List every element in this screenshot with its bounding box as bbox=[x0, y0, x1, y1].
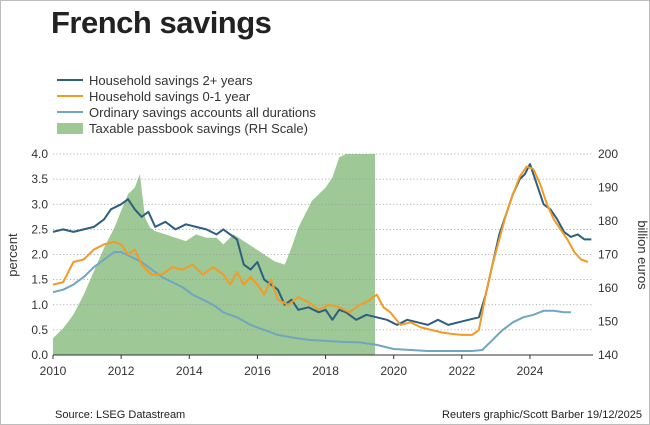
y-left-tick-3: 1.5 bbox=[31, 273, 48, 287]
x-tick-7: 2024 bbox=[517, 364, 544, 378]
legend-label-ordinary: Ordinary savings accounts all durations bbox=[89, 104, 316, 120]
y-right-tick-5: 190 bbox=[598, 181, 618, 195]
x-tick-3: 2016 bbox=[244, 364, 271, 378]
y-left-tick-1: 0.5 bbox=[31, 323, 48, 337]
legend-item-household-0-1: Household savings 0-1 year bbox=[57, 88, 316, 104]
legend-swatch-ordinary bbox=[57, 111, 83, 113]
legend-item-household-2plus: Household savings 2+ years bbox=[57, 72, 316, 88]
y-left-tick-0: 0.0 bbox=[31, 348, 48, 362]
y-left-tick-5: 2.5 bbox=[31, 222, 48, 236]
x-tick-6: 2022 bbox=[448, 364, 475, 378]
legend-swatch-passbook bbox=[57, 122, 83, 134]
series-line-1 bbox=[52, 165, 589, 336]
y-right-tick-3: 170 bbox=[598, 248, 618, 262]
y-right-tick-0: 140 bbox=[598, 348, 618, 362]
y-left-tick-2: 1.0 bbox=[31, 298, 48, 312]
x-tick-2: 2014 bbox=[176, 364, 203, 378]
credit-note: Reuters graphic/Scott Barber 19/12/2025 bbox=[442, 409, 642, 421]
legend-item-ordinary: Ordinary savings accounts all durations bbox=[57, 104, 316, 120]
y-right-tick-6: 200 bbox=[598, 147, 618, 161]
y-left-tick-6: 3.0 bbox=[31, 197, 48, 211]
legend-label-passbook: Taxable passbook savings (RH Scale) bbox=[89, 120, 308, 136]
x-tick-1: 2012 bbox=[108, 364, 135, 378]
y-right-tick-2: 160 bbox=[598, 281, 618, 295]
series-line-2 bbox=[52, 251, 571, 352]
legend-item-passbook: Taxable passbook savings (RH Scale) bbox=[57, 120, 316, 136]
axis-layer: 0.0 0.5 1.0 1.5 2.0 2.5 3.0 3.5 4.0 140 150 160 170 1… bbox=[31, 147, 618, 378]
y-right-tick-1: 150 bbox=[598, 315, 618, 329]
y-axis-left-title: percent bbox=[5, 233, 20, 277]
legend-swatch-household-2plus bbox=[57, 79, 83, 81]
legend-label-household-0-1: Household savings 0-1 year bbox=[89, 88, 251, 104]
line-layer bbox=[52, 163, 592, 352]
source-note: Source: LSEG Datastream bbox=[55, 409, 186, 421]
y-right-tick-4: 180 bbox=[598, 214, 618, 228]
y-left-tick-8: 4.0 bbox=[31, 147, 48, 161]
legend-label-household-2plus: Household savings 2+ years bbox=[89, 72, 253, 88]
legend-swatch-household-0-1 bbox=[57, 95, 83, 97]
x-tick-0: 2010 bbox=[40, 364, 67, 378]
y-axis-right-title: billion euros bbox=[635, 220, 649, 290]
legend: Household savings 2+ years Household sav… bbox=[57, 72, 316, 136]
x-tick-4: 2018 bbox=[312, 364, 339, 378]
y-left-tick-7: 3.5 bbox=[31, 172, 48, 186]
chart-title: French savings bbox=[51, 5, 272, 40]
y-left-tick-4: 2.0 bbox=[31, 248, 48, 262]
x-tick-5: 2020 bbox=[380, 364, 407, 378]
